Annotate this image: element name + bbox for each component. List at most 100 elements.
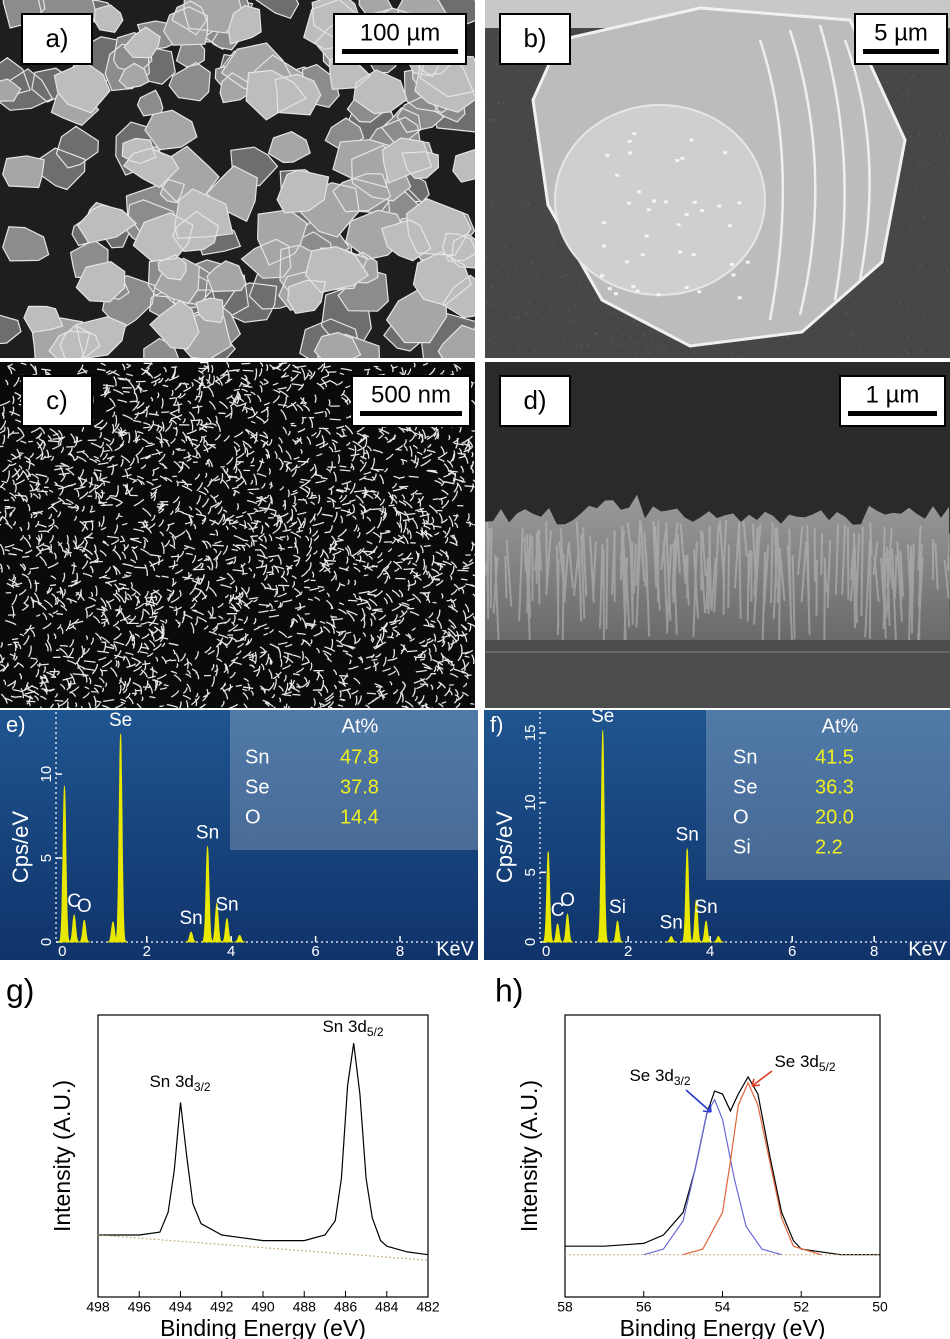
panel-label: c) [46, 385, 68, 415]
spectrum-line [565, 1075, 880, 1256]
panel-label: g) [6, 972, 34, 1008]
spectrum-background [0, 710, 478, 960]
y-tick-label: 10 [522, 794, 539, 811]
y-axis-label: Intensity (A.U.) [516, 1080, 542, 1232]
peak [78, 919, 91, 943]
x-tick-label: 6 [788, 943, 796, 960]
y-axis-label: Intensity (A.U.) [49, 1080, 75, 1232]
panel-label: a) [45, 23, 68, 53]
y-tick-label: 5 [38, 854, 55, 862]
peak [542, 851, 555, 943]
table-element: Se [733, 776, 757, 798]
table-element: Se [245, 776, 269, 798]
sem-image: d) 1 µm [485, 362, 950, 708]
x-tick-label: 54 [715, 1299, 731, 1315]
arrow [685, 1089, 712, 1113]
spectrum-line [97, 1234, 429, 1261]
table-background [706, 710, 950, 880]
peak-label: Sn [215, 895, 238, 916]
peak [665, 935, 677, 943]
scale-bar-label: 500 nm [371, 381, 451, 408]
annotation-text: Se 3d [629, 1066, 673, 1085]
x-axis-label: KeV [436, 938, 474, 960]
table-value: 14.4 [340, 806, 379, 828]
crystal-facet [554, 104, 766, 296]
panel-label: b) [523, 23, 546, 53]
scale-bar [848, 411, 937, 416]
peak-label: Sn [694, 897, 717, 918]
peak [611, 920, 624, 943]
peak [185, 931, 197, 943]
peak [596, 730, 609, 943]
y-tick-label: 0 [38, 938, 55, 946]
peak-annotation: Sn 3d3/2 [149, 1072, 210, 1094]
peak-label: Sn [660, 912, 683, 933]
annotation-subscript: 3/2 [194, 1080, 211, 1094]
peak [700, 920, 712, 943]
x-tick-label: 4 [227, 943, 235, 960]
peak [690, 898, 702, 943]
x-axis-label: Binding Energy (eV) [620, 1315, 826, 1339]
table-header: At% [342, 715, 379, 737]
label-box [499, 375, 571, 427]
annotation-text: Se 3d [774, 1052, 818, 1071]
x-tick-label: 2 [143, 943, 151, 960]
peak-label: O [560, 890, 575, 911]
y-tick-label: 10 [38, 766, 55, 783]
x-tick-label: 492 [210, 1299, 234, 1315]
annotation-text: Sn 3d [322, 1017, 366, 1036]
scale-box [351, 375, 471, 427]
table-element: O [245, 806, 261, 828]
x-tick-label: 52 [793, 1299, 809, 1315]
table-element: Sn [733, 746, 757, 768]
y-axis-label: Cps/eV [8, 811, 33, 883]
x-tick-label: 8 [396, 943, 404, 960]
peak [68, 913, 81, 943]
peak-label: C [551, 900, 565, 921]
peak-label: C [67, 891, 81, 912]
y-axis-label: Cps/eV [492, 811, 517, 883]
x-tick-label: 0 [58, 943, 66, 960]
label-box [21, 375, 93, 427]
arrow [751, 1070, 773, 1087]
peak [58, 785, 71, 943]
peak [233, 934, 246, 943]
panel-label: e) [6, 712, 26, 737]
x-tick-label: 498 [86, 1299, 110, 1315]
table-value: 37.8 [340, 776, 379, 798]
x-tick-label: 486 [334, 1299, 358, 1315]
peak-label: Si [609, 897, 626, 918]
scale-bar-label: 1 µm [866, 381, 920, 408]
x-tick-label: 488 [293, 1299, 317, 1315]
annotations: Sn 3d3/2 Sn 3d5/2 Se 3d3/2 Se 3d5/2 [149, 1017, 836, 1113]
table-value: 20.0 [815, 806, 854, 828]
table-value: 2.2 [815, 836, 843, 858]
table-element: Si [733, 836, 751, 858]
x-tick-label: 0 [542, 943, 550, 960]
y-tick-label: 5 [522, 868, 539, 876]
scale-bar-label: 5 µm [874, 19, 928, 46]
annotation-text: Sn 3d [149, 1072, 193, 1091]
x-tick-label: 494 [169, 1299, 193, 1315]
peak-label: Se [109, 710, 132, 731]
terraces [758, 24, 871, 321]
table-value: 41.5 [815, 746, 854, 768]
y-tick-label: 0 [522, 938, 539, 946]
x-axis-label: Binding Energy (eV) [160, 1315, 366, 1339]
annotation-subscript: 5/2 [819, 1060, 836, 1074]
x-tick-label: 50 [872, 1299, 888, 1315]
table-element: O [733, 806, 749, 828]
x-tick-label: 490 [251, 1299, 275, 1315]
plot-frame [564, 1014, 881, 1298]
scale-bar [360, 411, 462, 416]
film-streaks [485, 519, 950, 657]
peak [210, 901, 223, 943]
label-box [499, 13, 571, 65]
peak-label: O [77, 896, 92, 917]
spectrum-background [484, 710, 950, 960]
scale-bar [342, 49, 458, 54]
x-tick-label: 482 [416, 1299, 440, 1315]
spectrum-line [98, 1043, 429, 1256]
